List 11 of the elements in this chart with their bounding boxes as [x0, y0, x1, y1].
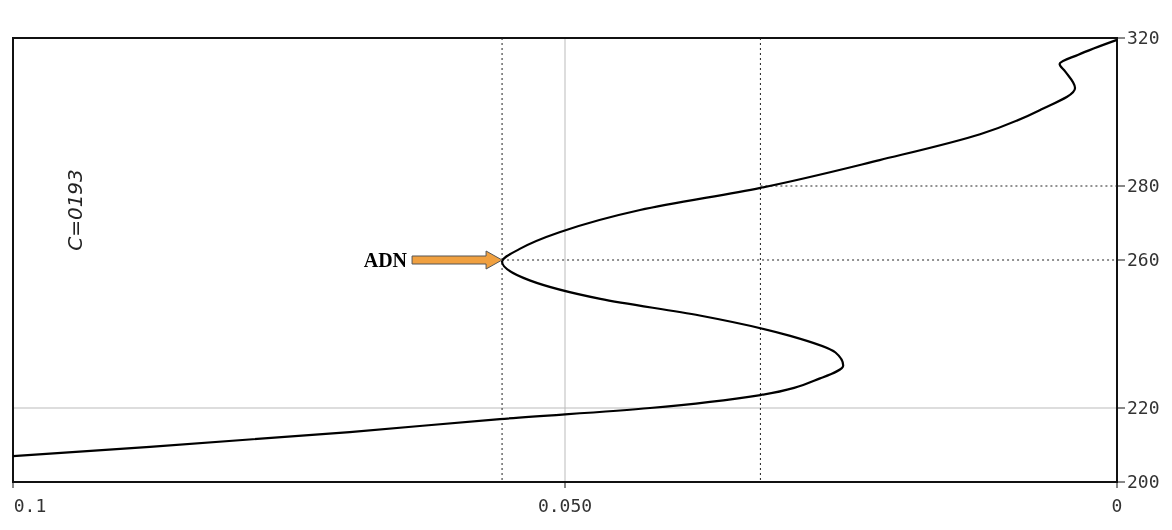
annotation: C=0193	[63, 169, 87, 251]
y-tick-label: 200	[1127, 471, 1160, 493]
y-tick-label: 260	[1127, 249, 1160, 271]
annotation: ADN	[363, 249, 408, 271]
y-tick-label: 220	[1127, 397, 1160, 419]
x-tick-label: 0.1	[13, 495, 47, 516]
x-tick-label: 0.050	[537, 495, 593, 516]
line-series	[11, 38, 1119, 458]
y-tick-label: 280	[1127, 175, 1160, 197]
x-tick-label: 0	[1111, 495, 1123, 516]
y-tick-label: 320	[1127, 27, 1160, 49]
